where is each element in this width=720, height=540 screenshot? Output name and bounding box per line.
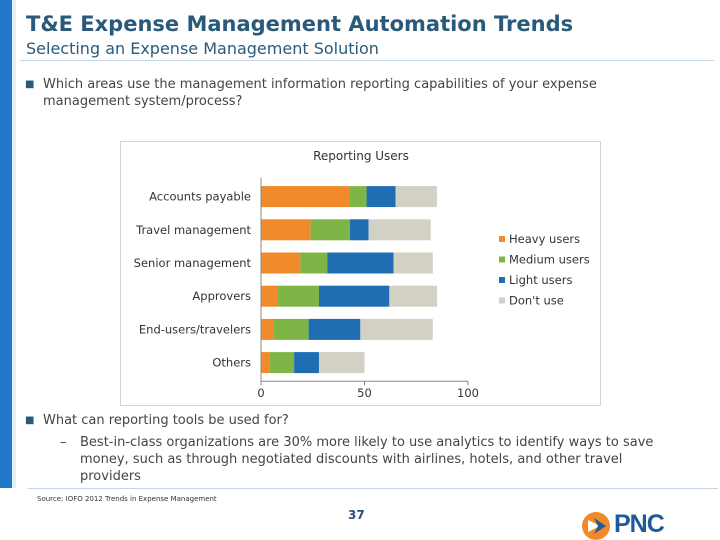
bar-others-heavy-users [261, 352, 270, 374]
legend-swatch-light-users [499, 277, 505, 283]
bar-end-users-travelers-heavy-users [261, 318, 274, 340]
bar-approvers-heavy-users [261, 285, 278, 307]
bar-others-don-t-use [318, 352, 365, 374]
dash-icon: – [60, 435, 67, 450]
footer-divider [28, 488, 718, 489]
question-bullet-2: ■ What can reporting tools be used for? [25, 412, 665, 429]
sub-bullet-text: Best-in-class organizations are 30% more… [80, 435, 654, 484]
category-label-approvers: Approvers [192, 289, 251, 303]
sub-bullet-1: – Best-in-class organizations are 30% mo… [60, 434, 680, 485]
page-number: 37 [348, 508, 365, 522]
legend-label-medium-users: Medium users [509, 253, 590, 267]
bullet-square-icon: ■ [25, 415, 35, 426]
pnc-logo: PNC [580, 510, 690, 540]
reporting-users-chart: Reporting Users Accounts payable Travel ma… [120, 141, 601, 406]
category-label-senior-management: Senior management [134, 256, 252, 270]
category-label-others: Others [212, 356, 251, 370]
pnc-mark-icon [582, 512, 610, 540]
bar-accounts-payable-medium-users [350, 186, 367, 208]
x-tick-label-100: 100 [457, 386, 479, 400]
question-bullet-1: ■ Which areas use the management informa… [25, 76, 665, 110]
bar-others-medium-users [269, 352, 295, 374]
header-divider [20, 60, 714, 61]
x-tick-label-0: 0 [257, 386, 264, 400]
bar-senior-management-medium-users [300, 252, 328, 274]
legend-label-heavy-users: Heavy users [509, 232, 580, 246]
page-title: T&E Expense Management Automation Trends [26, 12, 574, 36]
bar-end-users-travelers-medium-users [273, 318, 309, 340]
legend-swatch-medium-users [499, 256, 505, 263]
legend-label-light-users: Light users [509, 273, 572, 287]
bar-accounts-payable-heavy-users [261, 186, 351, 208]
bar-accounts-payable-don-t-use [395, 186, 437, 208]
bar-approvers-light-users [318, 285, 390, 307]
bar-accounts-payable-light-users [366, 186, 396, 208]
question-text-1: Which areas use the management informati… [43, 77, 597, 109]
bar-travel-management-light-users [350, 219, 369, 241]
legend-label-don-t-use: Don't use [509, 294, 564, 308]
bullet-square-icon: ■ [25, 79, 35, 90]
bar-travel-management-don-t-use [368, 219, 431, 241]
bar-end-users-travelers-light-users [308, 318, 361, 340]
legend-swatch-heavy-users [499, 236, 505, 242]
chart-canvas: Reporting Users Accounts payable Travel ma… [134, 149, 590, 400]
page-subtitle: Selecting an Expense Management Solution [26, 39, 379, 58]
x-tick-label-50: 50 [357, 386, 372, 400]
chart-title: Reporting Users [313, 149, 409, 163]
bar-approvers-don-t-use [389, 285, 437, 307]
category-label-accounts-payable: Accounts payable [149, 190, 251, 204]
category-label-travel-management: Travel management [135, 223, 251, 237]
bar-senior-management-don-t-use [393, 252, 433, 274]
bar-travel-management-medium-users [310, 219, 351, 241]
source-note: Source: IOFO 2012 Trends in Expense Mana… [37, 495, 217, 503]
legend-swatch-don-t-use [499, 297, 505, 304]
logo-text: PNC [614, 510, 665, 538]
bar-travel-management-heavy-users [261, 219, 311, 241]
question-text-2: What can reporting tools be used for? [43, 413, 289, 428]
bar-end-users-travelers-don-t-use [360, 318, 433, 340]
bar-others-light-users [294, 352, 319, 374]
category-label-end-users-travelers: End-users/travelers [139, 322, 251, 336]
bar-approvers-medium-users [277, 285, 319, 307]
bar-senior-management-heavy-users [261, 252, 301, 274]
accent-bar [0, 0, 16, 488]
bar-senior-management-light-users [327, 252, 394, 274]
